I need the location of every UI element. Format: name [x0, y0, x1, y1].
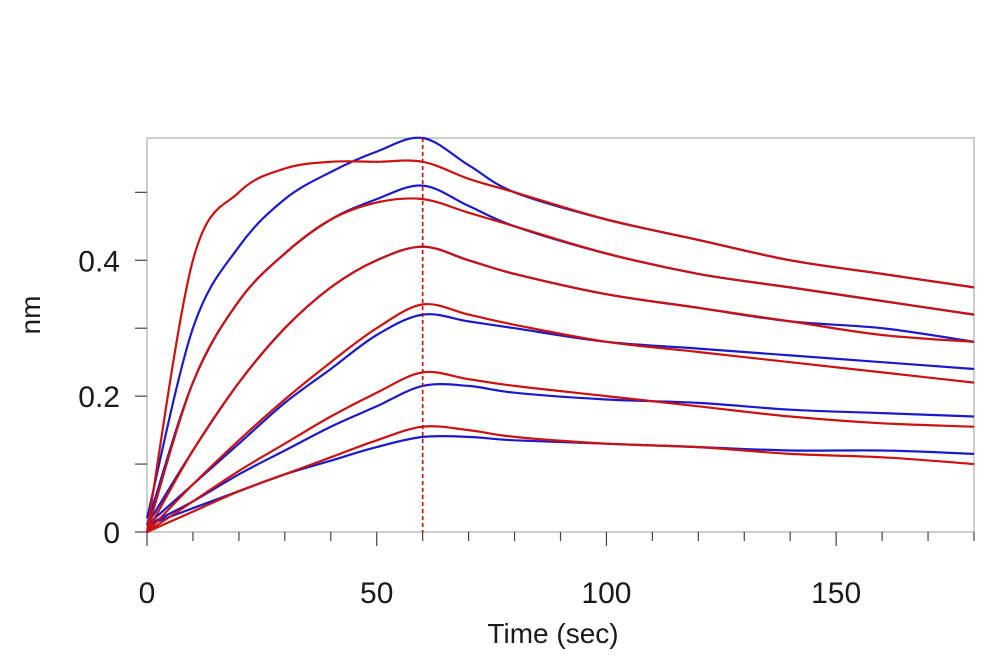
x-tick-label: 100 — [581, 577, 631, 610]
y-tick-label: 0 — [103, 517, 120, 550]
fit-curve-1 — [145, 159, 975, 533]
fit-curve-3 — [146, 245, 975, 533]
fit-curve-6 — [146, 425, 975, 534]
fit-curve-4 — [146, 302, 975, 533]
x-tick-label: 50 — [360, 577, 393, 610]
measured-curve-5 — [146, 383, 975, 527]
measured-curve-4 — [146, 313, 975, 527]
series-layer — [145, 136, 975, 534]
y-axis-title: nm — [15, 296, 46, 335]
y-axis-ticks: 0 0.2 0.4 — [78, 191, 147, 550]
fit-curve-2 — [145, 197, 975, 533]
fit-curve-5 — [146, 370, 975, 533]
x-axis-title: Time (sec) — [487, 618, 618, 649]
y-tick-label: 0.4 — [78, 245, 120, 278]
x-tick-label: 150 — [811, 577, 861, 610]
y-tick-label: 0.2 — [78, 381, 120, 414]
x-tick-label: 0 — [139, 577, 156, 610]
x-axis-ticks: 0 50 100 150 — [139, 532, 975, 610]
